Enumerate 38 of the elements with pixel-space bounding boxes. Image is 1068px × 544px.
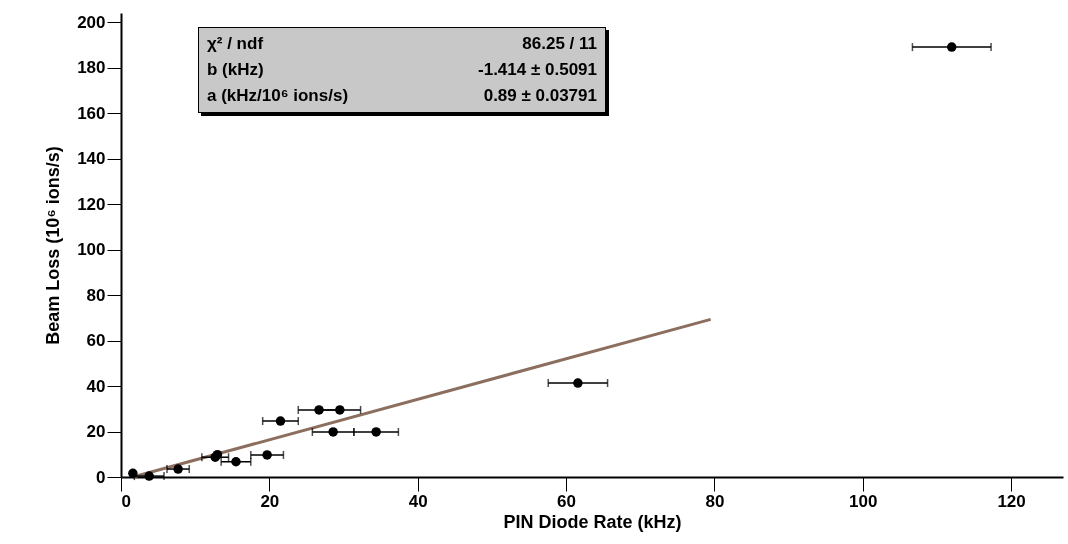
annotation: -1.414 ± 0.5091 [478,59,597,81]
annotation: a (kHz/10⁶ ions/s) [207,85,349,107]
y-tick-label: 20 [86,422,106,442]
y-tick-label: 40 [86,376,106,396]
annotation: 86.25 / 11 [522,33,597,55]
point [275,416,286,426]
y-axis-title: Beam Loss (10⁶ ions/s) [43,146,64,345]
x-tick-label: 40 [408,491,428,511]
x-tick-label: 100 [849,491,878,511]
y-tick-label: 60 [86,331,106,351]
x-tick-label: 120 [997,491,1026,511]
point [573,378,583,388]
point [335,405,345,415]
annotation: b (kHz) [207,59,264,81]
point [231,457,241,467]
y-tick-label: 80 [86,285,106,305]
y-tick-label: 160 [77,103,106,123]
y-tick-label: 120 [77,194,106,214]
x-tick-label: 80 [705,491,725,511]
y-tick-label: 180 [77,58,106,78]
y-tick-label: 200 [77,12,106,32]
point [314,405,324,415]
y-tick-label: 140 [77,149,106,169]
point [128,468,138,479]
annotation: 0.89 ± 0.03791 [483,85,597,107]
point [328,427,338,437]
x-tick-label: 20 [260,491,280,511]
point [262,450,272,460]
x-tick-label: 0 [121,491,131,511]
y-tick-label: 100 [77,240,106,260]
annotation: χ² / ndf [207,33,264,55]
x-axis-title: PIN Diode Rate (kHz) [503,511,682,532]
point [173,464,183,474]
point [371,427,381,437]
y-tick-label: 0 [96,467,106,487]
point [144,471,154,481]
point [947,42,957,52]
x-tick-label: 60 [557,491,576,511]
